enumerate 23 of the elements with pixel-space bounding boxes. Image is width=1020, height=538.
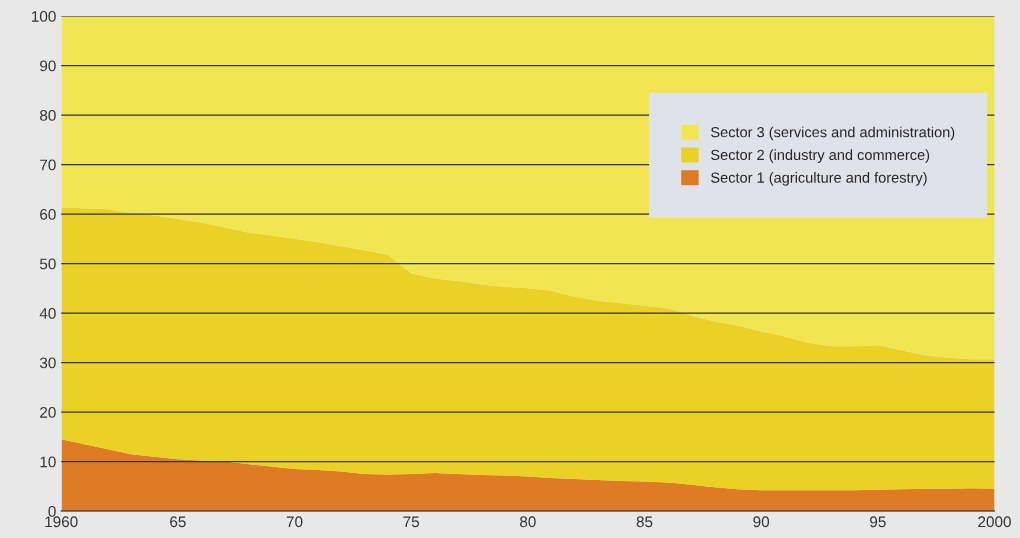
x-tick-label: 85 [636, 516, 653, 528]
x-tick-label: 2000 [978, 516, 1011, 528]
x-tick-label: 1960 [45, 516, 78, 528]
x-tick-label: 80 [520, 516, 536, 528]
x-tick-label: 70 [286, 516, 303, 528]
legend-label: Sector 3 (services and administration) [711, 126, 955, 141]
y-tick-label: 90 [40, 60, 56, 72]
x-tick-label: 90 [753, 516, 770, 528]
y-tick-label: 0 [48, 505, 56, 517]
x-tick-label: 65 [170, 516, 186, 528]
y-tick-label: 60 [40, 208, 56, 220]
y-tick-label: 20 [40, 406, 56, 418]
y-tick-label: 100 [32, 11, 56, 22]
y-tick-label: 80 [40, 110, 56, 121]
y-tick-label: 70 [40, 159, 56, 171]
x-tick-label: 75 [403, 516, 420, 528]
legend-label: Sector 1 (agriculture and forestry) [711, 172, 927, 186]
legend-label: Sector 2 (industry and commerce) [711, 149, 930, 163]
y-tick-label: 10 [40, 456, 56, 468]
x-tick-label: 95 [870, 516, 886, 528]
y-tick-label: 40 [39, 307, 56, 319]
y-tick-label: 30 [39, 357, 56, 369]
y-tick-label: 50 [39, 258, 56, 270]
